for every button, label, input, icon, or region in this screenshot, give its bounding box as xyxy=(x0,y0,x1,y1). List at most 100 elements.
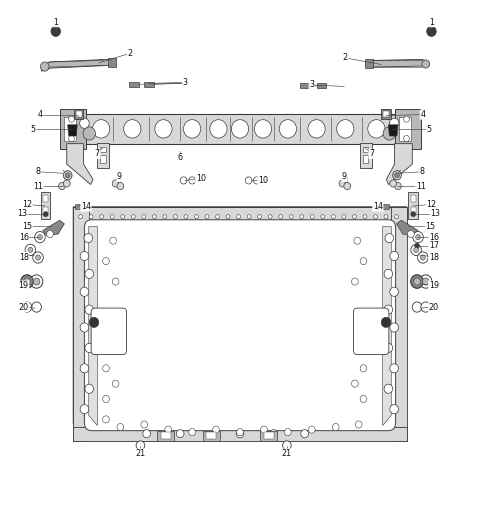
Circle shape xyxy=(216,215,219,219)
Circle shape xyxy=(360,365,367,372)
Circle shape xyxy=(80,404,89,414)
Polygon shape xyxy=(383,226,391,425)
Bar xyxy=(360,143,372,167)
Text: 2: 2 xyxy=(127,49,132,58)
Circle shape xyxy=(153,215,156,219)
Text: 2: 2 xyxy=(343,53,348,62)
Circle shape xyxy=(390,287,398,296)
Circle shape xyxy=(368,120,385,138)
Text: 20: 20 xyxy=(19,303,29,312)
Polygon shape xyxy=(367,59,429,67)
Circle shape xyxy=(427,26,436,36)
Circle shape xyxy=(422,278,429,285)
Circle shape xyxy=(300,215,304,219)
Bar xyxy=(73,207,407,226)
Circle shape xyxy=(51,26,60,36)
Text: 5: 5 xyxy=(31,125,36,134)
FancyBboxPatch shape xyxy=(84,220,396,431)
Text: 1: 1 xyxy=(53,17,58,27)
Circle shape xyxy=(411,275,423,288)
Circle shape xyxy=(385,233,394,243)
FancyBboxPatch shape xyxy=(353,308,389,354)
Polygon shape xyxy=(43,220,64,236)
Circle shape xyxy=(155,120,172,138)
Bar xyxy=(64,117,76,141)
Text: 19: 19 xyxy=(19,281,29,290)
Text: 13: 13 xyxy=(17,209,27,218)
Circle shape xyxy=(383,127,396,140)
Text: 18: 18 xyxy=(19,252,29,262)
Bar xyxy=(365,59,372,68)
Circle shape xyxy=(59,182,65,189)
Circle shape xyxy=(165,426,171,433)
Circle shape xyxy=(381,317,391,328)
Circle shape xyxy=(384,305,393,314)
Bar xyxy=(41,191,50,219)
Bar xyxy=(144,82,154,87)
Circle shape xyxy=(80,287,89,296)
Circle shape xyxy=(65,173,70,178)
Circle shape xyxy=(344,182,350,189)
Bar xyxy=(75,204,83,208)
Circle shape xyxy=(411,211,416,217)
Circle shape xyxy=(261,426,267,433)
Circle shape xyxy=(412,302,422,312)
Text: 8: 8 xyxy=(420,167,424,176)
Bar xyxy=(408,191,418,219)
Circle shape xyxy=(384,269,393,279)
Circle shape xyxy=(373,215,377,219)
Circle shape xyxy=(331,215,335,219)
Circle shape xyxy=(80,364,89,373)
Circle shape xyxy=(279,215,283,219)
Circle shape xyxy=(100,215,104,219)
Circle shape xyxy=(351,278,358,285)
Text: 9: 9 xyxy=(342,173,347,181)
Circle shape xyxy=(384,384,393,393)
Circle shape xyxy=(360,395,367,402)
Text: 6: 6 xyxy=(178,154,183,162)
Circle shape xyxy=(363,215,367,219)
Text: 11: 11 xyxy=(416,182,426,190)
Circle shape xyxy=(355,421,362,428)
Text: 3: 3 xyxy=(182,78,188,87)
Circle shape xyxy=(136,441,145,450)
Bar xyxy=(100,147,106,153)
Circle shape xyxy=(28,247,33,252)
Circle shape xyxy=(336,120,354,138)
Text: 14: 14 xyxy=(81,202,91,211)
Bar xyxy=(157,431,174,441)
Bar xyxy=(74,110,84,119)
Circle shape xyxy=(110,215,114,219)
Circle shape xyxy=(384,344,393,352)
Circle shape xyxy=(311,215,314,219)
Bar xyxy=(395,109,421,149)
Circle shape xyxy=(354,237,360,244)
Circle shape xyxy=(283,441,291,450)
Circle shape xyxy=(390,364,398,373)
Circle shape xyxy=(93,120,110,138)
Circle shape xyxy=(411,244,421,255)
Circle shape xyxy=(285,429,291,436)
Circle shape xyxy=(21,275,33,288)
Circle shape xyxy=(395,173,399,178)
Bar xyxy=(73,207,89,441)
Bar xyxy=(411,207,416,215)
Circle shape xyxy=(173,215,177,219)
Circle shape xyxy=(247,215,251,219)
Circle shape xyxy=(411,275,423,288)
Text: 17: 17 xyxy=(429,241,439,250)
Circle shape xyxy=(279,120,297,138)
Circle shape xyxy=(176,430,184,438)
Circle shape xyxy=(245,177,252,184)
Circle shape xyxy=(268,215,272,219)
Bar xyxy=(129,82,139,87)
Circle shape xyxy=(210,120,227,138)
Circle shape xyxy=(141,421,148,428)
Circle shape xyxy=(213,426,219,433)
Text: 15: 15 xyxy=(22,222,32,231)
Polygon shape xyxy=(67,144,93,184)
Circle shape xyxy=(339,180,346,187)
Circle shape xyxy=(395,182,401,189)
Text: 19: 19 xyxy=(429,281,439,290)
Circle shape xyxy=(32,302,41,312)
